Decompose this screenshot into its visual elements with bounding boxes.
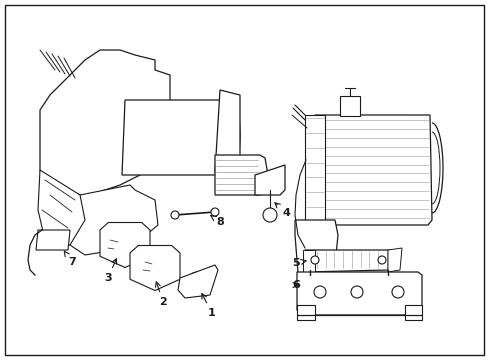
Circle shape <box>263 208 276 222</box>
Text: 7: 7 <box>64 251 76 267</box>
Text: 3: 3 <box>104 259 117 283</box>
Text: 2: 2 <box>155 282 166 307</box>
Polygon shape <box>296 305 314 320</box>
Polygon shape <box>65 185 158 255</box>
Polygon shape <box>38 170 85 245</box>
Polygon shape <box>314 115 431 225</box>
Text: 8: 8 <box>210 216 224 227</box>
Polygon shape <box>100 222 150 267</box>
Circle shape <box>171 211 179 219</box>
Polygon shape <box>305 250 391 272</box>
Text: 6: 6 <box>291 280 299 290</box>
Circle shape <box>210 208 219 216</box>
Polygon shape <box>339 96 359 116</box>
Polygon shape <box>387 248 401 272</box>
Text: 5: 5 <box>292 258 305 268</box>
Polygon shape <box>215 90 240 178</box>
Polygon shape <box>40 50 170 195</box>
Circle shape <box>350 286 362 298</box>
Circle shape <box>310 256 318 264</box>
Text: 4: 4 <box>274 203 289 218</box>
Circle shape <box>391 286 403 298</box>
Polygon shape <box>178 265 218 298</box>
Polygon shape <box>294 220 337 298</box>
Polygon shape <box>122 100 227 175</box>
Polygon shape <box>254 165 285 195</box>
Polygon shape <box>36 230 70 250</box>
Polygon shape <box>404 305 421 320</box>
Polygon shape <box>130 246 180 291</box>
Polygon shape <box>215 155 267 195</box>
Circle shape <box>313 286 325 298</box>
Text: 1: 1 <box>202 293 215 318</box>
Circle shape <box>377 256 385 264</box>
Polygon shape <box>303 250 314 272</box>
Polygon shape <box>296 272 421 315</box>
Polygon shape <box>305 115 325 225</box>
